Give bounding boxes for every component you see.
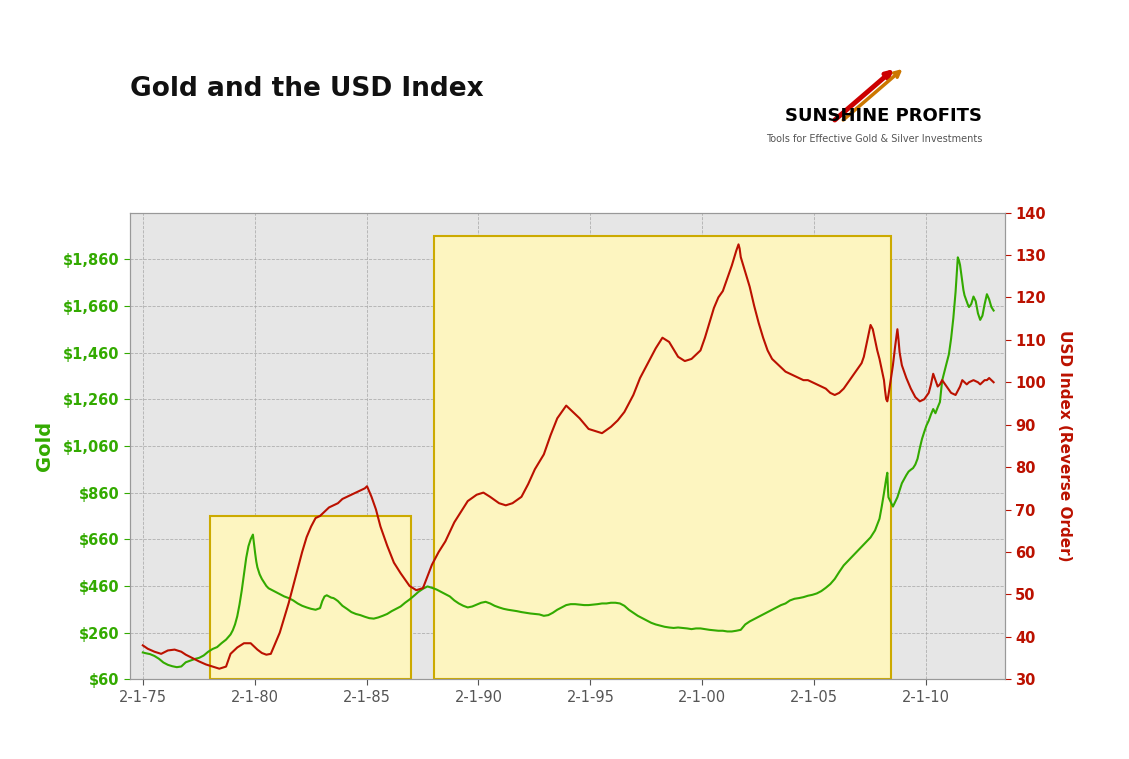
Text: SUNSHINE PROFITS: SUNSHINE PROFITS (786, 107, 982, 125)
Bar (434, 236, 891, 679)
Text: Gold and the USD Index: Gold and the USD Index (130, 77, 483, 102)
Y-axis label: USD Index (Reverse Order): USD Index (Reverse Order) (1057, 330, 1073, 562)
Text: Tools for Effective Gold & Silver Investments: Tools for Effective Gold & Silver Invest… (765, 134, 982, 144)
Y-axis label: Gold: Gold (35, 420, 54, 471)
Bar (210, 516, 411, 679)
